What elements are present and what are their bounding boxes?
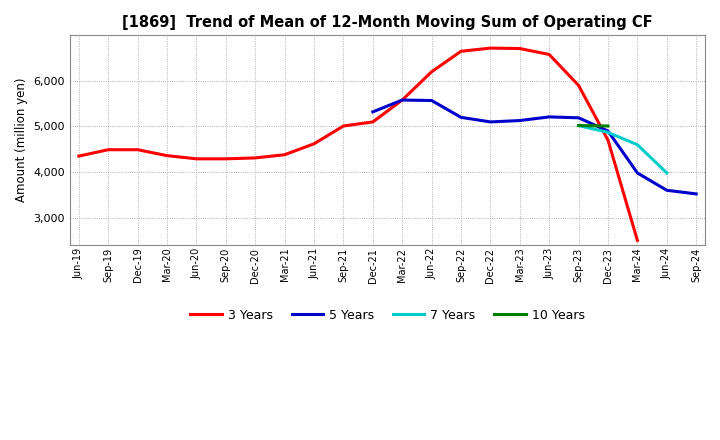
Y-axis label: Amount (million yen): Amount (million yen) [15,78,28,202]
Legend: 3 Years, 5 Years, 7 Years, 10 Years: 3 Years, 5 Years, 7 Years, 10 Years [185,304,590,327]
Title: [1869]  Trend of Mean of 12-Month Moving Sum of Operating CF: [1869] Trend of Mean of 12-Month Moving … [122,15,653,30]
